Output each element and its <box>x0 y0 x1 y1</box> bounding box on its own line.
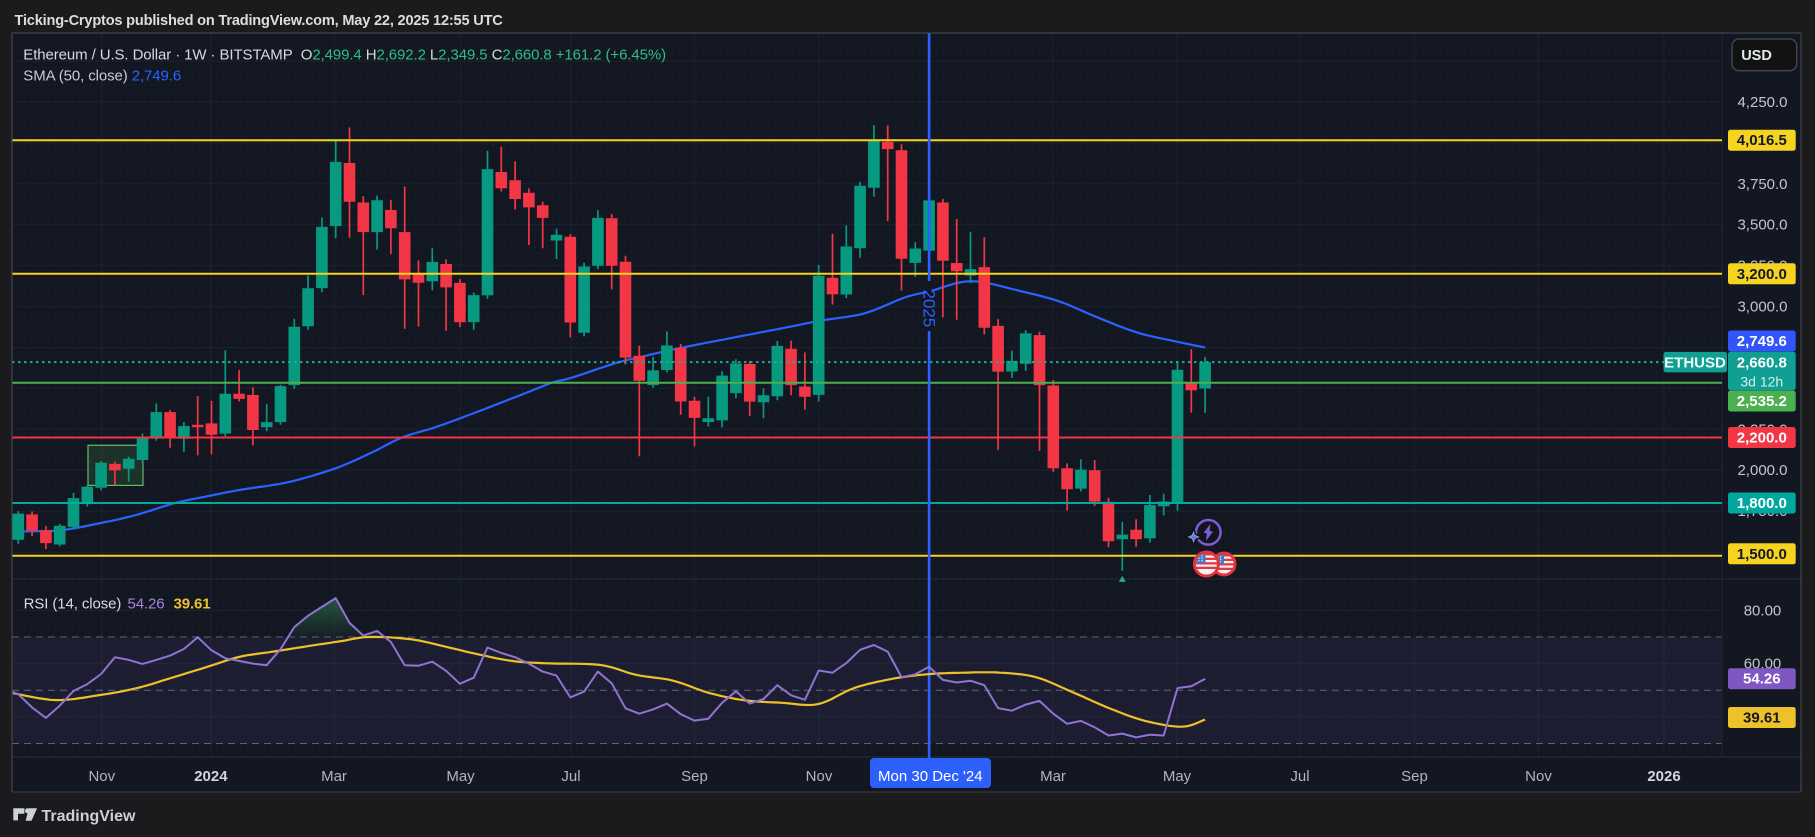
svg-text:2024: 2024 <box>194 768 228 785</box>
svg-text:39.61: 39.61 <box>1743 710 1781 727</box>
svg-text:2,000.0: 2,000.0 <box>1737 462 1787 479</box>
svg-text:2,200.0: 2,200.0 <box>1737 430 1787 447</box>
svg-text:1,800.0: 1,800.0 <box>1737 495 1787 512</box>
svg-text:Mon 30 Dec '24: Mon 30 Dec '24 <box>878 768 983 785</box>
svg-text:USD: USD <box>1741 48 1772 64</box>
svg-text:Jul: Jul <box>561 768 580 785</box>
svg-text:1,500.0: 1,500.0 <box>1737 546 1787 563</box>
svg-text:Nov: Nov <box>88 768 115 785</box>
svg-text:Sep: Sep <box>1401 768 1428 785</box>
svg-text:Ticking-Cryptos published on T: Ticking-Cryptos published on TradingView… <box>15 13 504 29</box>
svg-text:3,500.0: 3,500.0 <box>1737 217 1787 234</box>
svg-text:2026: 2026 <box>1647 768 1680 785</box>
svg-text:2,749.6: 2,749.6 <box>1737 333 1787 350</box>
svg-text:2,660.8: 2,660.8 <box>1737 355 1787 372</box>
svg-text:2,535.2: 2,535.2 <box>1737 393 1787 410</box>
svg-text:Mar: Mar <box>321 768 347 785</box>
svg-text:SMA (50, close) 2,749.6: SMA (50, close) 2,749.6 <box>23 68 181 85</box>
svg-text:May: May <box>1163 768 1192 785</box>
svg-text:Nov: Nov <box>1525 768 1552 785</box>
svg-text:Mar: Mar <box>1040 768 1066 785</box>
svg-text:3,750.0: 3,750.0 <box>1737 176 1787 193</box>
svg-text:4,250.0: 4,250.0 <box>1737 94 1787 111</box>
svg-text:ETHUSD: ETHUSD <box>1664 354 1726 371</box>
svg-text:2025: 2025 <box>920 290 939 328</box>
svg-text:Nov: Nov <box>806 768 833 785</box>
svg-text:4,016.5: 4,016.5 <box>1737 132 1787 149</box>
svg-text:3d 12h: 3d 12h <box>1740 373 1783 389</box>
svg-text:Ethereum / U.S. Dollar · 1W ·: Ethereum / U.S. Dollar · 1W · BITSTAMP O… <box>23 47 666 64</box>
svg-text:54.26: 54.26 <box>1743 671 1781 688</box>
svg-text:3,200.0: 3,200.0 <box>1737 266 1787 283</box>
svg-text:Jul: Jul <box>1290 768 1309 785</box>
svg-text:TradingView: TradingView <box>42 808 137 825</box>
svg-text:80.00: 80.00 <box>1744 602 1782 619</box>
svg-text:3,000.0: 3,000.0 <box>1737 299 1787 316</box>
svg-text:Sep: Sep <box>681 768 708 785</box>
svg-text:May: May <box>446 768 475 785</box>
